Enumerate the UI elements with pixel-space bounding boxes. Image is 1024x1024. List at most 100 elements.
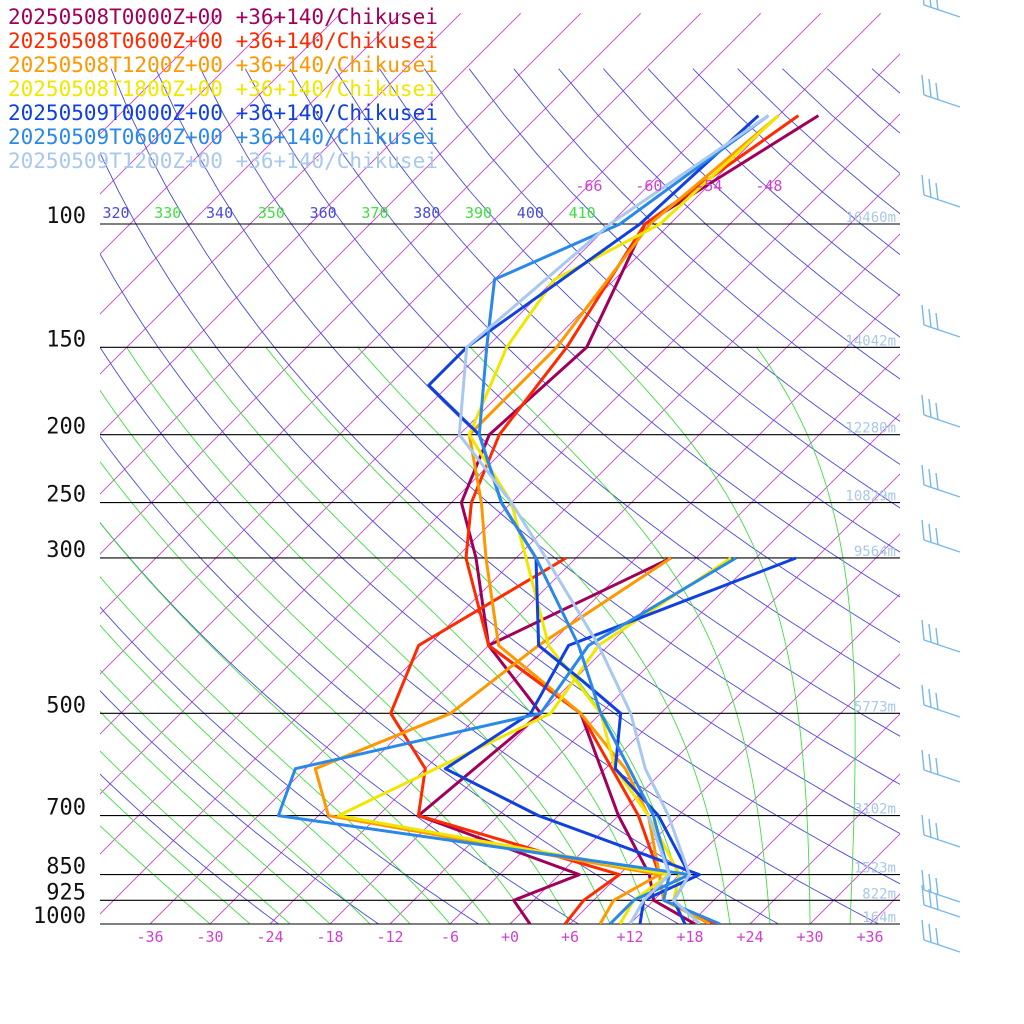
x-tick-label: +12: [616, 928, 643, 946]
wind-barbs: [921, 0, 961, 953]
wind-barb: [922, 0, 961, 18]
x-tick-label: -18: [316, 928, 343, 946]
isotherm-line: [629, 653, 900, 924]
moist-adiabat-line: [756, 347, 856, 924]
height-label: 1523m: [854, 861, 896, 877]
x-tick-label: +36: [856, 928, 883, 946]
x-tick-label: -30: [196, 928, 223, 946]
legend-entry: 20250509T0000Z+00 +36+140/Chikusei: [8, 101, 438, 125]
isotherm-line: [269, 293, 900, 924]
legend-entry: 20250508T0600Z+00 +36+140/Chikusei: [8, 29, 438, 53]
temperature-profile-7: [457, 114, 770, 924]
theta-label: 390: [465, 204, 492, 222]
moist-adiabat-line: [100, 624, 411, 924]
dry-adiabat-line: [100, 690, 380, 924]
dry-adiabat-line: [100, 773, 280, 924]
pressure-label: 300: [46, 538, 86, 563]
dewpoint-profile-7: [628, 815, 671, 924]
wind-barb: [921, 304, 961, 338]
isotherm-line: [569, 593, 900, 924]
legend-entry: 20250508T0000Z+00 +36+140/Chikusei: [8, 5, 438, 29]
wind-barb: [921, 74, 961, 108]
theta-label: 350: [258, 204, 285, 222]
height-label: 9564m: [854, 544, 896, 560]
dry-adiabat-line: [110, 68, 900, 835]
isotherm-line: [329, 353, 900, 924]
isotherm-line: [930, 13, 1024, 924]
moist-adiabat-line: [100, 669, 371, 924]
dry-adiabat-line: [423, 68, 900, 509]
isotherm-line: [689, 713, 900, 924]
theta-label: 360: [310, 204, 337, 222]
dewpoint-profile-5: [443, 556, 797, 924]
isotherm-line: [509, 533, 900, 924]
height-label: 3102m: [854, 802, 896, 818]
dry-adiabat-line: [244, 68, 900, 690]
moist-adiabat-line: [100, 710, 331, 924]
isotherm-line: [100, 12, 582, 495]
dry-adiabat-line: [379, 68, 900, 553]
wind-barb: [921, 174, 961, 208]
wind-barb: [921, 749, 961, 783]
isotherm-line: [100, 12, 402, 315]
wind-barb: [921, 519, 961, 553]
dry-adiabat-line: [100, 151, 900, 885]
legend-entry: 20250508T1200Z+00 +36+140/Chikusei: [8, 53, 438, 77]
x-tick-label: -36: [136, 928, 163, 946]
isotherm-line: [990, 13, 1024, 924]
height-label: 16460m: [845, 210, 896, 226]
legend-entry: 20250508T1800Z+00 +36+140/Chikusei: [8, 77, 438, 101]
wind-barb: [921, 684, 961, 718]
moist-adiabat-line: [100, 389, 571, 924]
legend-entry: 20250509T1200Z+00 +36+140/Chikusei: [8, 149, 438, 173]
x-tick-label: -6: [441, 928, 459, 946]
dry-adiabat-line: [200, 68, 900, 737]
pressure-label: 150: [46, 327, 86, 352]
pressure-label: 700: [46, 796, 86, 821]
pressure-label: 1000: [33, 904, 86, 929]
isotherm-label: -60: [635, 177, 662, 195]
pressure-label: 200: [46, 415, 86, 440]
theta-label: 370: [361, 204, 388, 222]
theta-label: 340: [206, 204, 233, 222]
wind-barb: [921, 884, 961, 918]
dry-adiabat-line: [334, 68, 900, 598]
moist-adiabat-line: [100, 825, 211, 924]
height-label: 822m: [862, 886, 896, 902]
theta-label: 380: [413, 204, 440, 222]
x-tick-label: +18: [676, 928, 703, 946]
isotherm-line: [100, 12, 702, 615]
x-tick-label: -12: [376, 928, 403, 946]
dewpoint-profile-3: [313, 556, 672, 924]
dry-adiabat-line: [289, 68, 900, 643]
dry-adiabat-line: [155, 68, 900, 785]
isotherm-label: -66: [575, 177, 602, 195]
height-label: 12280m: [845, 421, 896, 437]
dewpoint-profile-6: [276, 556, 737, 924]
legend: 20250508T0000Z+00 +36+140/Chikusei202505…: [8, 5, 438, 173]
isotherm-line: [100, 12, 642, 555]
isotherm-line: [100, 12, 762, 675]
theta-label: 410: [569, 204, 596, 222]
x-tick-label: +24: [736, 928, 763, 946]
isotherm-line: [389, 413, 900, 924]
x-tick-label: +6: [561, 928, 579, 946]
isotherm-line: [100, 12, 342, 255]
theta-label: 330: [154, 204, 181, 222]
wind-barb: [921, 619, 961, 653]
height-label: 164m: [862, 910, 896, 926]
moist-adiabat-line: [100, 750, 291, 924]
dry-adiabat-line: [100, 521, 580, 924]
height-label: 5773m: [854, 699, 896, 715]
x-tick-label: -24: [256, 928, 283, 946]
wind-barb: [921, 814, 961, 848]
dewpoint-profile-2: [389, 556, 621, 924]
dry-adiabat-line: [100, 346, 780, 924]
isotherm-label: -48: [755, 177, 782, 195]
legend-entry: 20250509T0600Z+00 +36+140/Chikusei: [8, 125, 438, 149]
isotherm-line: [209, 233, 900, 924]
axis-labels: 100 16460m 150 14042m 200 12280m 250 10829m 300 9…: [33, 177, 896, 946]
isotherm-line: [869, 893, 900, 924]
moist-adiabat-line: [100, 460, 531, 924]
